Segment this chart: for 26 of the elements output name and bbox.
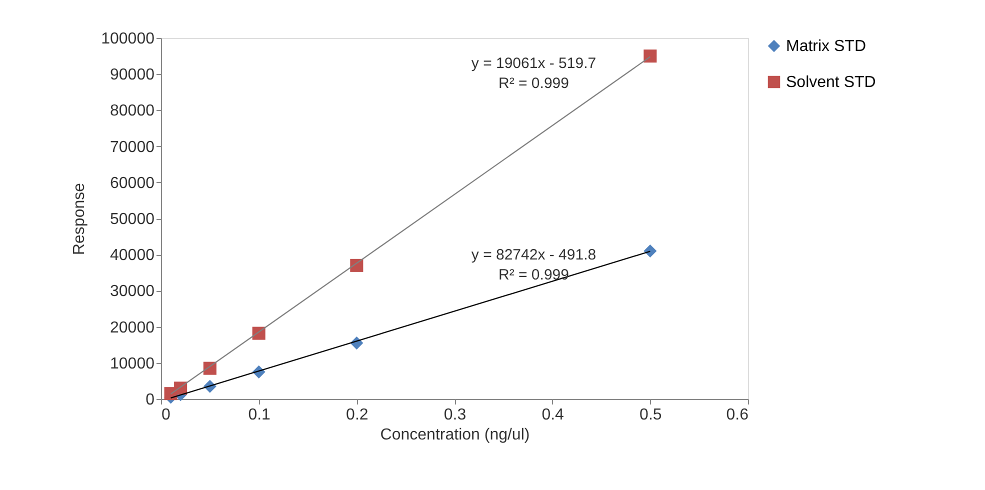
x-tick-label: 0.5 <box>640 406 662 424</box>
x-tick-label: 0.2 <box>346 406 368 424</box>
annotation: y = 19061x - 519.7 R² = 0.999 <box>471 55 596 92</box>
y-tick-label: 80000 <box>110 102 155 120</box>
x-tick-label: 0.3 <box>444 406 466 424</box>
x-tick-label: 0.6 <box>726 406 749 424</box>
x-tick-label: 0 <box>162 406 170 424</box>
x-tick-label: 0.4 <box>542 406 564 424</box>
y-tick-label: 40000 <box>110 247 155 264</box>
y-tick-label: 20000 <box>110 319 155 336</box>
y-axis-title: Response <box>71 182 88 256</box>
y-tick-label: 70000 <box>110 138 155 156</box>
x-axis-title: Concentration (ng/ul) <box>380 426 530 444</box>
point <box>644 244 657 258</box>
legend-label: Matrix STD <box>786 38 866 55</box>
y-tick-label: 60000 <box>110 174 155 192</box>
y-tick-label: 10000 <box>110 355 155 372</box>
y-tick-label: 100000 <box>101 30 155 48</box>
annotation: y = 82742x - 491.8 R² = 0.999 <box>471 246 596 284</box>
y-tick-label: 0 <box>146 392 155 408</box>
y-tick-label: 30000 <box>110 283 155 300</box>
point <box>644 50 657 63</box>
y-tick-label: 50000 <box>110 211 155 228</box>
y-tick-label: 90000 <box>110 66 155 84</box>
x-tick-label: 0.1 <box>248 406 271 424</box>
legend-label: Solvent STD <box>786 74 876 91</box>
